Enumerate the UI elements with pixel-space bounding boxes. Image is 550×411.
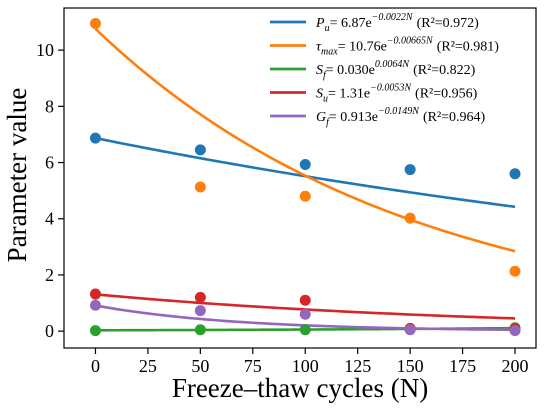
- x-tick-label: 0: [91, 356, 100, 376]
- x-tick-label: 150: [397, 356, 424, 376]
- x-tick-label: 175: [449, 356, 476, 376]
- x-tick-label: 200: [502, 356, 529, 376]
- data-point-s1-3: [299, 159, 311, 171]
- data-point-s5-3: [299, 308, 311, 320]
- x-tick-label: 125: [344, 356, 371, 376]
- x-tick-label: 75: [244, 356, 262, 376]
- y-axis-title: Parameter value: [2, 88, 32, 263]
- data-point-s1-2: [194, 144, 206, 156]
- data-point-s2-3: [299, 190, 311, 202]
- legend-label-4: Su= 1.31e−0.0053N (R²=0.956): [316, 83, 478, 105]
- data-point-s5-4: [404, 324, 416, 336]
- data-point-s2-1: [89, 17, 101, 29]
- x-tick-label: 50: [191, 356, 209, 376]
- data-point-s5-5: [509, 325, 521, 337]
- fit-curve-2: [94, 27, 516, 253]
- data-point-s2-4: [404, 212, 416, 224]
- legend-label-2: τmax= 10.76e−0.00665N (R²=0.981): [316, 36, 499, 58]
- data-point-s4-1: [89, 288, 101, 300]
- y-tick-label: 4: [45, 209, 54, 229]
- legend-label-1: Pu= 6.87e−0.0022N (R²=0.972): [315, 12, 479, 34]
- data-point-s5-2: [194, 305, 206, 317]
- axes: 0 25 50 75 100 125 150 175 200 0 2 4 6 8 10: [36, 7, 537, 376]
- data-point-s5-1: [89, 299, 101, 311]
- data-point-s3-2: [194, 324, 206, 336]
- legend: Pu= 6.87e−0.0022N (R²=0.972)τmax= 10.76e−…: [270, 12, 499, 128]
- y-tick-label: 6: [45, 153, 54, 173]
- y-tick-label: 10: [36, 40, 54, 60]
- y-tick-label: 0: [45, 321, 54, 341]
- data-point-s3-3: [299, 324, 311, 336]
- data-point-s1-4: [404, 164, 416, 176]
- data-point-s2-5: [509, 265, 521, 277]
- legend-label-3: Sf= 0.030e0.0064N (R²=0.822): [316, 59, 476, 81]
- x-tick-label: 100: [292, 356, 319, 376]
- x-axis-title: Freeze–thaw cycles (N): [172, 373, 428, 403]
- data-point-s4-3: [299, 294, 311, 306]
- data-point-s2-2: [194, 181, 206, 193]
- y-tick-label: 8: [45, 96, 54, 116]
- data-point-s1-5: [509, 168, 521, 180]
- legend-label-5: Gf= 0.913e−0.0149N (R²=0.964): [316, 106, 486, 128]
- data-point-s1-1: [89, 132, 101, 144]
- x-tick-label: 25: [139, 356, 157, 376]
- data-point-s4-2: [194, 291, 206, 303]
- data-points: [89, 17, 521, 337]
- data-point-s3-1: [89, 325, 101, 337]
- plot-frame: [63, 7, 537, 349]
- y-tick-label: 2: [45, 265, 54, 285]
